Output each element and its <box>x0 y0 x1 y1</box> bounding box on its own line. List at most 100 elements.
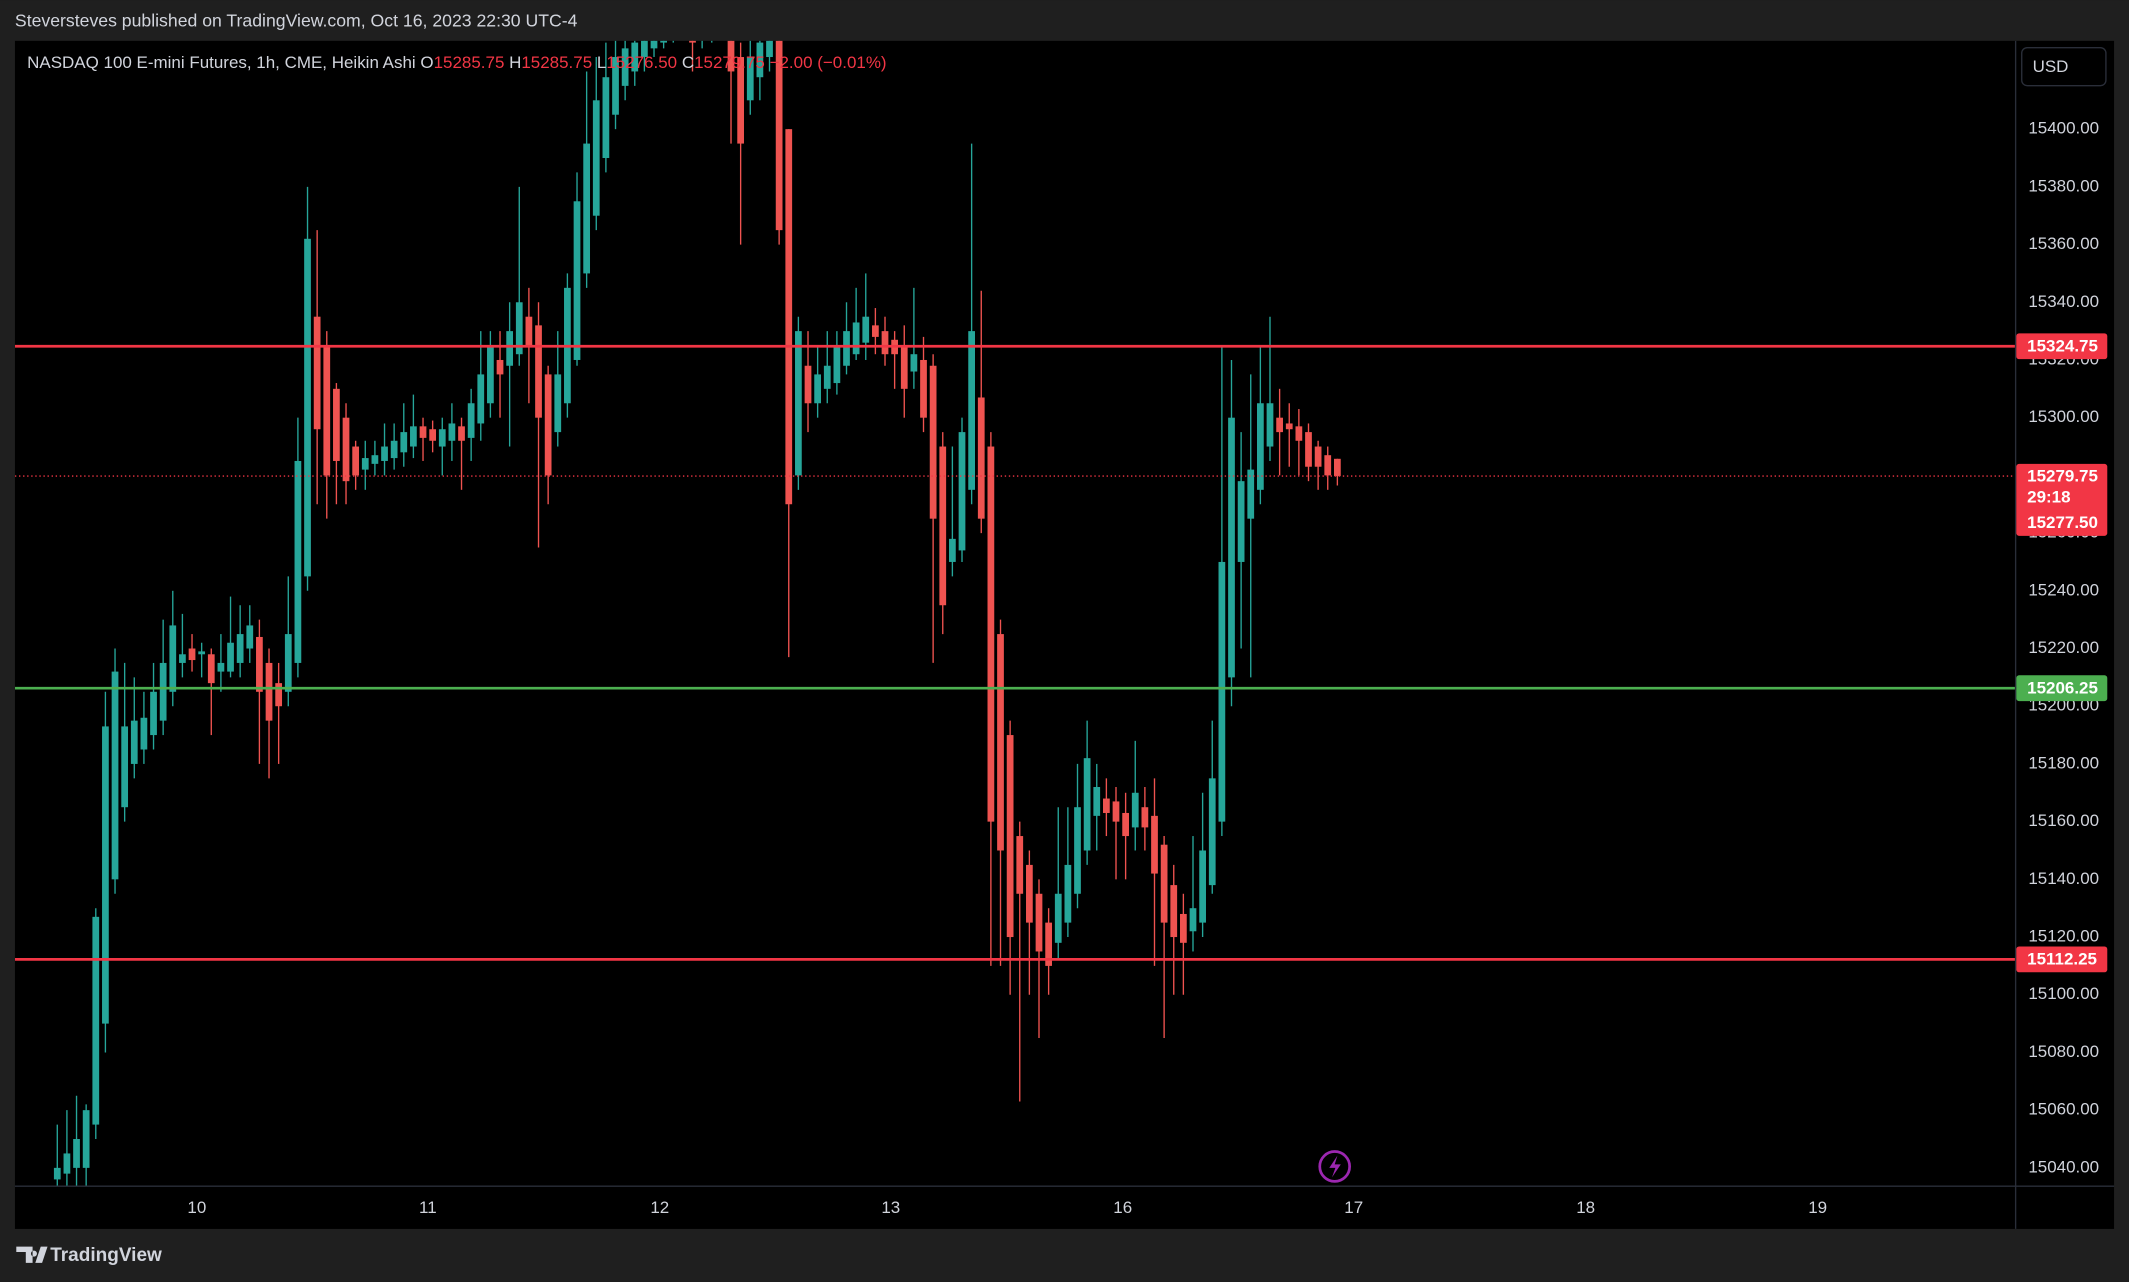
legend-value: 15279.75 <box>694 53 765 72</box>
candle-body <box>515 302 523 355</box>
candle-body <box>1151 815 1158 874</box>
candle-body <box>1314 446 1322 467</box>
candle-body <box>448 423 456 441</box>
candle-body <box>660 40 668 43</box>
candle-body <box>1141 807 1149 828</box>
candle-body <box>1170 885 1178 938</box>
candle-body <box>1208 778 1216 886</box>
price-tag-label: 15277.50 <box>2027 513 2098 532</box>
y-tick-label: 15180.00 <box>2028 753 2099 772</box>
candle-body <box>833 345 841 384</box>
candle-body <box>1247 469 1255 519</box>
candle-body <box>756 42 764 78</box>
candle-body <box>294 460 302 663</box>
candle-body <box>881 331 889 355</box>
candle-body <box>1228 417 1235 678</box>
candle-body <box>1276 417 1283 433</box>
candle-body <box>361 458 369 470</box>
candle-body <box>592 100 600 216</box>
candle-body <box>823 365 831 389</box>
candle-body <box>53 1167 61 1180</box>
candle-body <box>1189 908 1197 932</box>
candle-body <box>487 345 494 404</box>
price-tag-label: 15324.75 <box>2027 336 2098 355</box>
candle-body <box>371 455 379 464</box>
candle-body <box>958 432 966 551</box>
candle-body <box>804 365 812 404</box>
candle-body <box>525 316 533 346</box>
candle-body <box>843 331 850 366</box>
candle-body <box>496 359 504 375</box>
candle-body <box>910 354 918 372</box>
countdown-label: 29:18 <box>2027 487 2070 506</box>
candle-body <box>390 440 398 459</box>
x-tick-label: 12 <box>650 1198 669 1217</box>
candle-body <box>198 651 206 655</box>
candle-body <box>535 325 542 418</box>
candle-body <box>612 57 619 115</box>
candle-body <box>1112 801 1120 822</box>
candle-body <box>236 634 244 663</box>
candle-body <box>727 40 735 72</box>
y-tick-label: 15100.00 <box>2028 984 2099 1003</box>
candle-body <box>1083 758 1091 851</box>
candle-body <box>73 1139 80 1168</box>
candle-body <box>179 654 186 663</box>
candle-body <box>304 238 311 577</box>
currency-button[interactable] <box>2021 46 2107 87</box>
candle-body <box>313 316 321 430</box>
candle-body <box>1180 913 1187 943</box>
price-tag <box>2016 333 2108 360</box>
candle-body <box>1305 432 1312 467</box>
price-tag <box>2016 946 2108 973</box>
candle-body <box>159 662 167 721</box>
candle-body <box>400 432 408 453</box>
legend-name: NASDAQ 100 E-mini Futures, 1h, CME, Heik… <box>27 53 416 72</box>
x-tick-label: 13 <box>881 1198 900 1217</box>
candle-body <box>929 365 937 519</box>
candle-body <box>775 40 783 231</box>
candle-body <box>82 1110 90 1168</box>
candle-body <box>746 57 754 101</box>
candle-body <box>1074 807 1081 894</box>
y-tick-label: 15160.00 <box>2028 811 2099 830</box>
candle-body <box>602 77 610 159</box>
candle-body <box>621 48 629 86</box>
price-tag <box>2016 675 2108 702</box>
candle-body <box>554 374 562 433</box>
candle-body <box>689 40 696 43</box>
candle-body <box>323 345 331 476</box>
candle-body <box>111 671 119 880</box>
candle-body <box>63 1153 71 1174</box>
candle-body <box>381 446 388 461</box>
price-tag-label: 15112.25 <box>2027 950 2097 969</box>
price-tag-label: 15279.75 <box>2027 466 2098 485</box>
currency-label: USD <box>2033 57 2069 76</box>
y-tick-label: 15040.00 <box>2028 1157 2099 1176</box>
candle-body <box>641 40 648 58</box>
candle-body <box>1237 481 1245 562</box>
candle-body <box>766 40 773 58</box>
y-tick-label: 15120.00 <box>2028 927 2099 946</box>
y-tick-label: 15340.00 <box>2028 292 2099 311</box>
legend-key: O <box>420 53 433 72</box>
x-tick-label: 16 <box>1113 1198 1132 1217</box>
x-tick-label: 11 <box>419 1198 437 1217</box>
candle-body <box>227 642 234 672</box>
candle-body <box>583 143 591 274</box>
candle-body <box>795 331 802 476</box>
candle-body <box>458 426 465 441</box>
candle-body <box>1064 864 1072 923</box>
candle-body <box>188 648 196 661</box>
alert-icon[interactable] <box>1318 1150 1351 1183</box>
candle-body <box>92 916 100 1125</box>
candle-body <box>217 662 225 672</box>
legend-value: 15285.75 <box>521 53 592 72</box>
candle-body <box>920 359 927 418</box>
candle-body <box>419 426 427 438</box>
legend-key: C <box>682 53 694 72</box>
x-tick-label: 17 <box>1344 1198 1363 1217</box>
candle-body <box>977 397 985 519</box>
